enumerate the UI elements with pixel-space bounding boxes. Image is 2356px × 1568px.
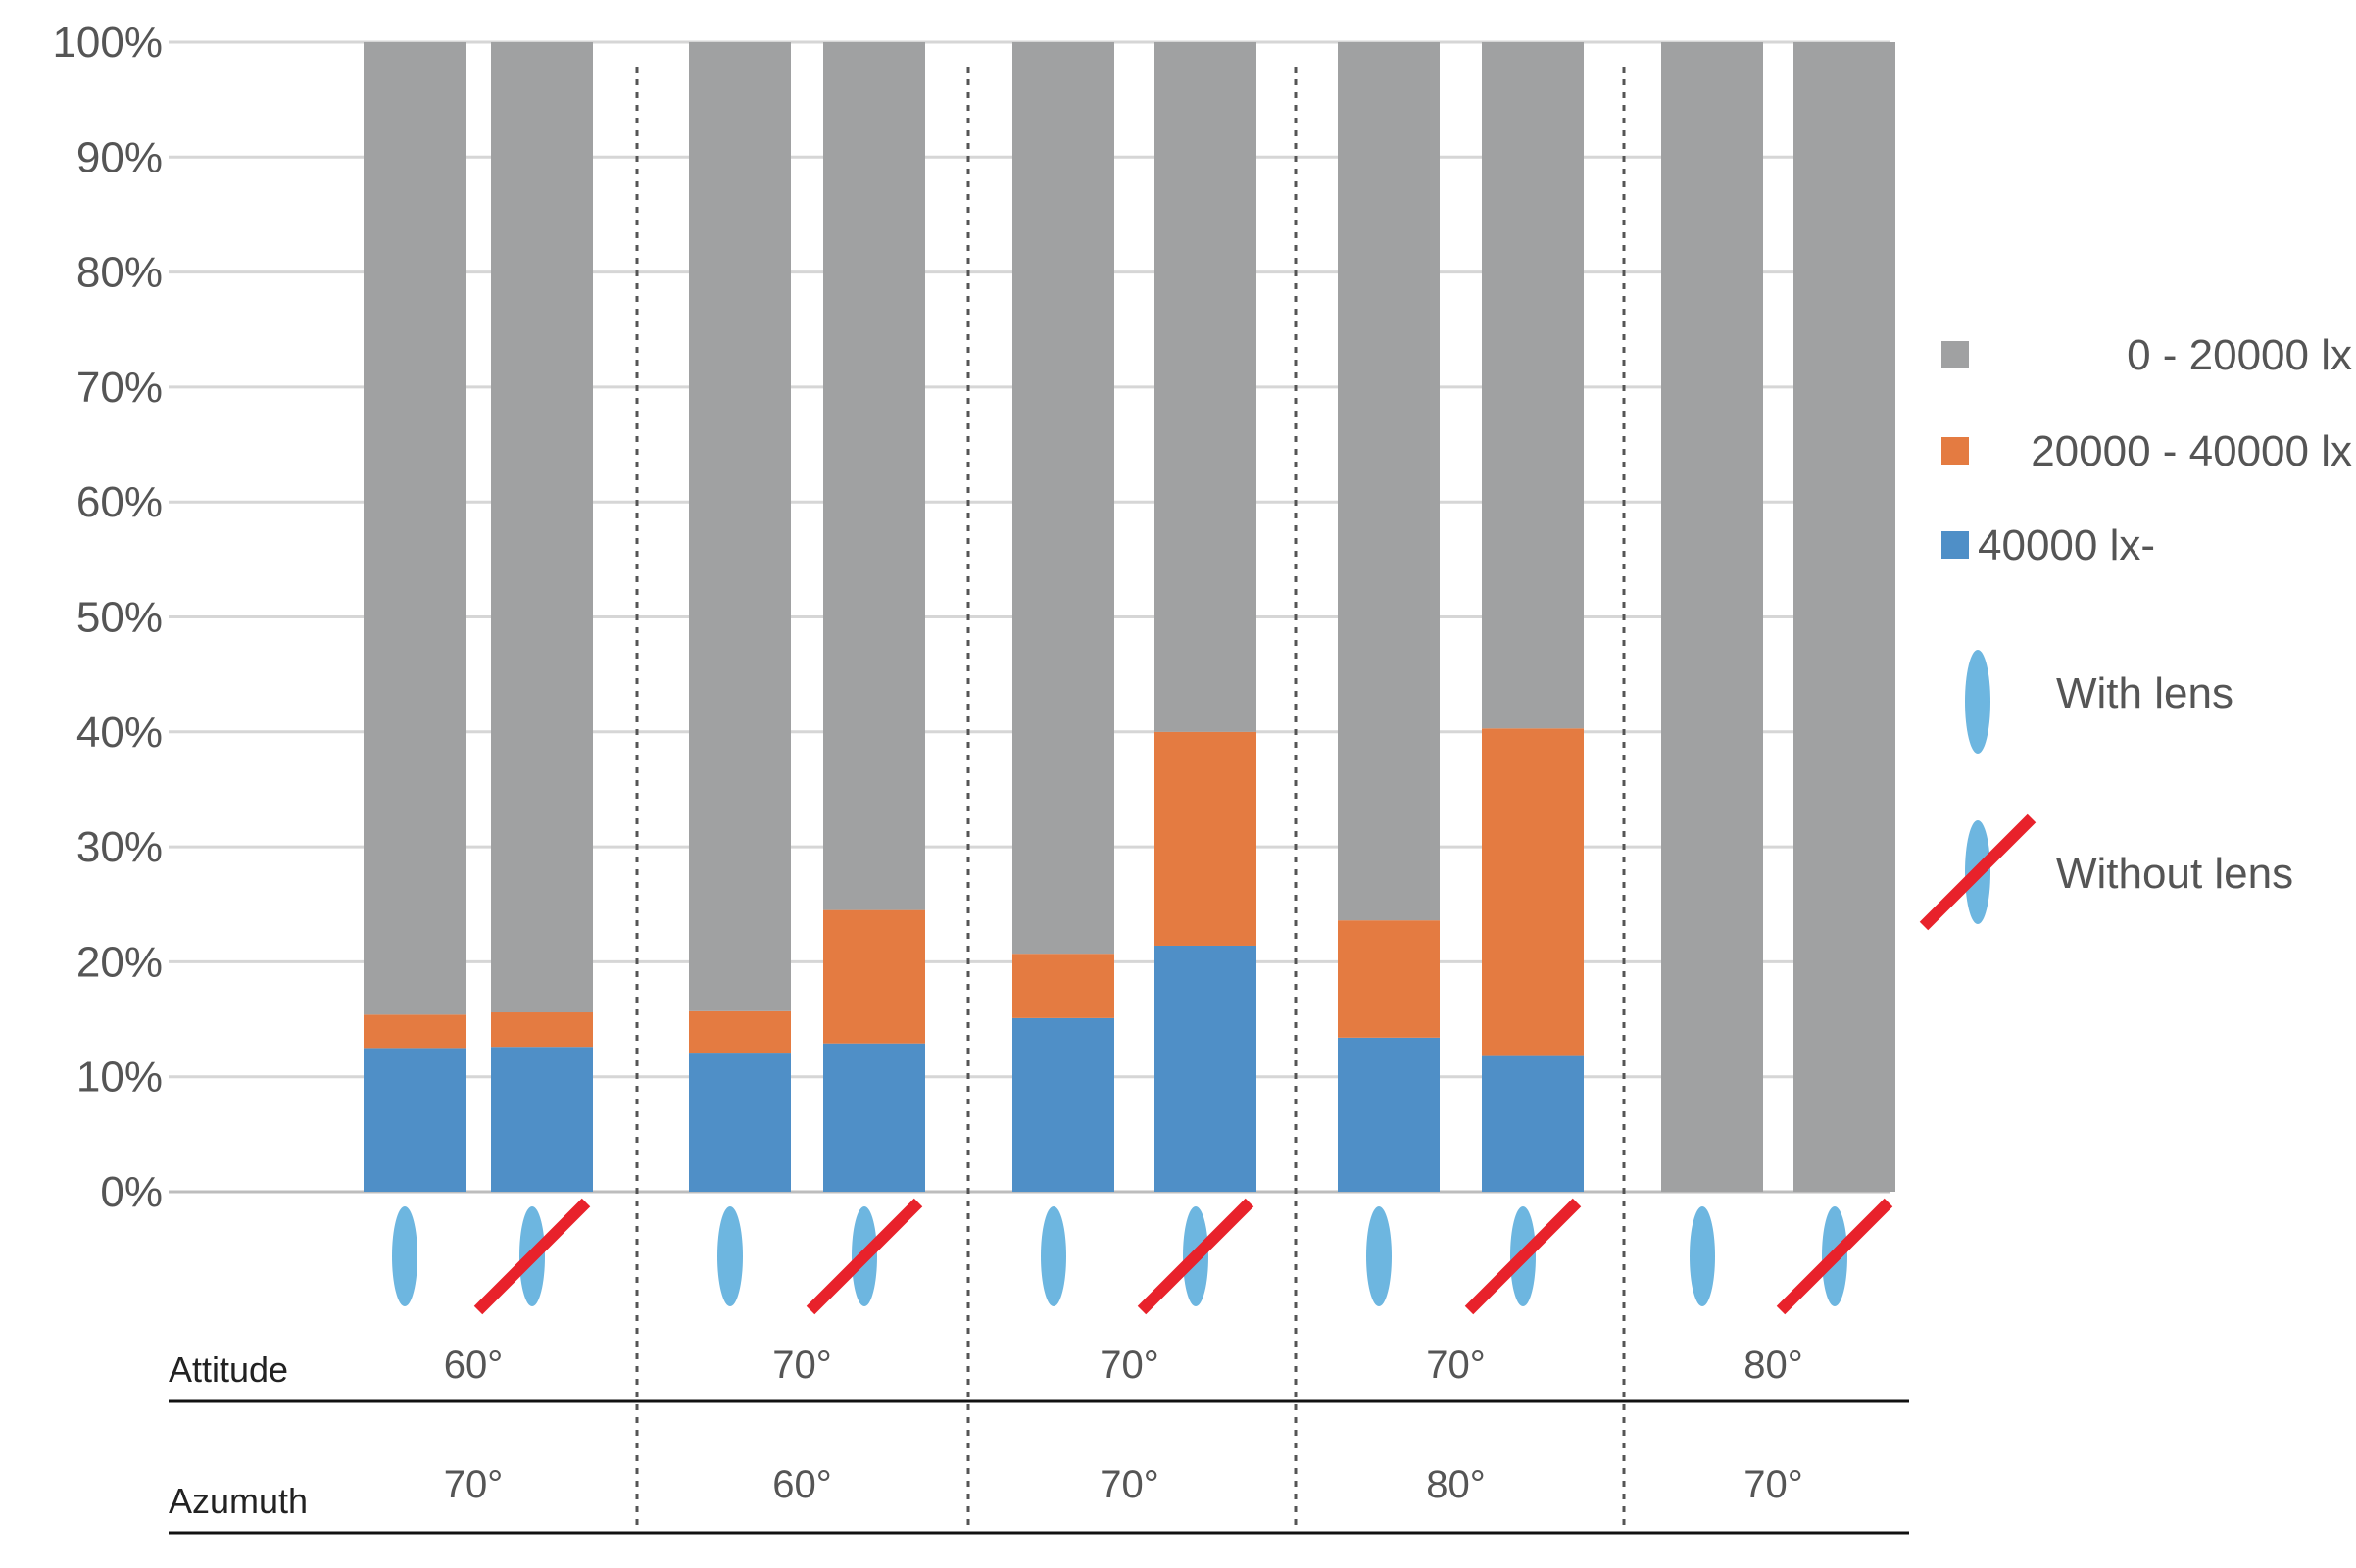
bar-segment-3-1 xyxy=(364,42,466,1015)
y-tick-label: 10% xyxy=(76,1054,163,1102)
azimuth-value-4: 80° xyxy=(1426,1463,1486,1506)
lens-icon xyxy=(392,1206,417,1306)
lens-icon xyxy=(1366,1206,1392,1306)
legend-label-without-lens[interactable]: Without lens xyxy=(2056,850,2293,898)
azimuth-value-2: 60° xyxy=(772,1463,832,1506)
legend-swatch-2[interactable] xyxy=(1941,437,1969,465)
attitude-label: Attitude xyxy=(169,1349,288,1390)
legend-label-1[interactable]: 0 - 20000 lx xyxy=(2127,331,2352,379)
attitude-value-4: 70° xyxy=(1426,1344,1486,1387)
azimuth-value-1: 70° xyxy=(444,1463,504,1506)
group-dividers xyxy=(635,67,1626,1529)
parameter-table: Attitude Azumuth 60° 70° 70° 60° 70° 70° 70° 80° 8… xyxy=(169,1344,1909,1535)
without-lens-marker xyxy=(806,1198,923,1315)
cross-out-icon xyxy=(806,1198,923,1315)
bar-segment-2-5 xyxy=(1012,954,1114,1018)
y-tick-label: 80% xyxy=(76,249,163,297)
y-tick-label: 20% xyxy=(76,938,163,986)
bar-segment-2-7 xyxy=(1338,920,1440,1038)
cross-out-icon xyxy=(1776,1198,1893,1315)
attitude-value-5: 80° xyxy=(1743,1344,1803,1387)
bar-segment-1-4 xyxy=(823,1043,925,1192)
bar-series xyxy=(364,42,1895,1192)
legend-swatch-3[interactable] xyxy=(1941,531,1969,559)
bar-segment-2-8 xyxy=(1482,728,1584,1056)
bar-segment-1-8 xyxy=(1482,1055,1584,1192)
bar-segment-3-3 xyxy=(689,42,791,1011)
without-lens-marker xyxy=(1776,1198,1893,1315)
azimuth-value-5: 70° xyxy=(1743,1463,1803,1506)
bar-segment-1-6 xyxy=(1154,945,1256,1192)
bar-segment-2-2 xyxy=(491,1012,593,1048)
y-tick-label: 60% xyxy=(76,478,163,526)
lens-icon xyxy=(1965,650,1990,754)
with-lens-marker xyxy=(392,1206,417,1306)
bar-segment-3-6 xyxy=(1154,42,1256,732)
lens-icon xyxy=(1041,1206,1066,1306)
bar-segment-3-7 xyxy=(1338,42,1440,921)
bar-segment-3-4 xyxy=(823,42,925,910)
lens-icon xyxy=(1690,1206,1715,1306)
bar-segment-2-6 xyxy=(1154,731,1256,946)
y-tick-label: 0% xyxy=(100,1168,163,1216)
cross-out-icon xyxy=(1137,1198,1254,1315)
bar-segment-2-1 xyxy=(364,1014,466,1049)
bar-segment-2-4 xyxy=(823,909,925,1044)
bar-segment-1-7 xyxy=(1338,1037,1440,1192)
y-tick-label: 90% xyxy=(76,133,163,181)
lens-indicators xyxy=(392,1198,1893,1315)
bar-segment-3-2 xyxy=(491,42,593,1013)
without-lens-marker xyxy=(1464,1198,1582,1315)
bar-segment-3-5 xyxy=(1012,42,1114,955)
with-lens-marker xyxy=(1690,1206,1715,1306)
attitude-value-1: 60° xyxy=(444,1344,504,1387)
y-axis-ticks: 0% 10% 20% 30% 40% 50% 60% 70% 80% 90% 100% xyxy=(52,19,163,1216)
legend-label-with-lens[interactable]: With lens xyxy=(2056,669,2233,717)
y-tick-label: 30% xyxy=(76,823,163,871)
bar-segment-1-1 xyxy=(364,1048,466,1192)
with-lens-marker xyxy=(717,1206,743,1306)
y-tick-label: 100% xyxy=(52,19,163,67)
y-tick-label: 70% xyxy=(76,364,163,412)
bar-segment-3-9 xyxy=(1661,42,1763,1192)
cross-out-icon xyxy=(1919,813,2037,931)
azimuth-label: Azumuth xyxy=(169,1481,308,1521)
with-lens-marker xyxy=(1041,1206,1066,1306)
y-tick-label: 50% xyxy=(76,594,163,642)
cross-out-icon xyxy=(1464,1198,1582,1315)
legend-label-3[interactable]: 40000 lx- xyxy=(1978,521,2155,569)
legend-label-2[interactable]: 20000 - 40000 lx xyxy=(2031,427,2352,475)
bar-segment-1-5 xyxy=(1012,1017,1114,1192)
bar-segment-2-3 xyxy=(689,1010,791,1054)
legend[interactable]: 0 - 20000 lx 20000 - 40000 lx 40000 lx- Wit… xyxy=(1919,331,2352,931)
legend-without-lens-icon xyxy=(1919,813,2037,931)
legend-with-lens-icon xyxy=(1965,650,1990,754)
bar-segment-1-2 xyxy=(491,1047,593,1192)
bar-segment-3-8 xyxy=(1482,42,1584,729)
bar-segment-3-10 xyxy=(1793,42,1895,1192)
cross-out-icon xyxy=(473,1198,591,1315)
with-lens-marker xyxy=(1366,1206,1392,1306)
without-lens-marker xyxy=(473,1198,591,1315)
lens-icon xyxy=(717,1206,743,1306)
y-tick-label: 40% xyxy=(76,709,163,757)
attitude-value-2: 70° xyxy=(772,1344,832,1387)
azimuth-value-3: 70° xyxy=(1100,1463,1159,1506)
attitude-value-3: 70° xyxy=(1100,1344,1159,1387)
bar-segment-1-3 xyxy=(689,1053,791,1192)
legend-swatch-1[interactable] xyxy=(1941,341,1969,368)
without-lens-marker xyxy=(1137,1198,1254,1315)
